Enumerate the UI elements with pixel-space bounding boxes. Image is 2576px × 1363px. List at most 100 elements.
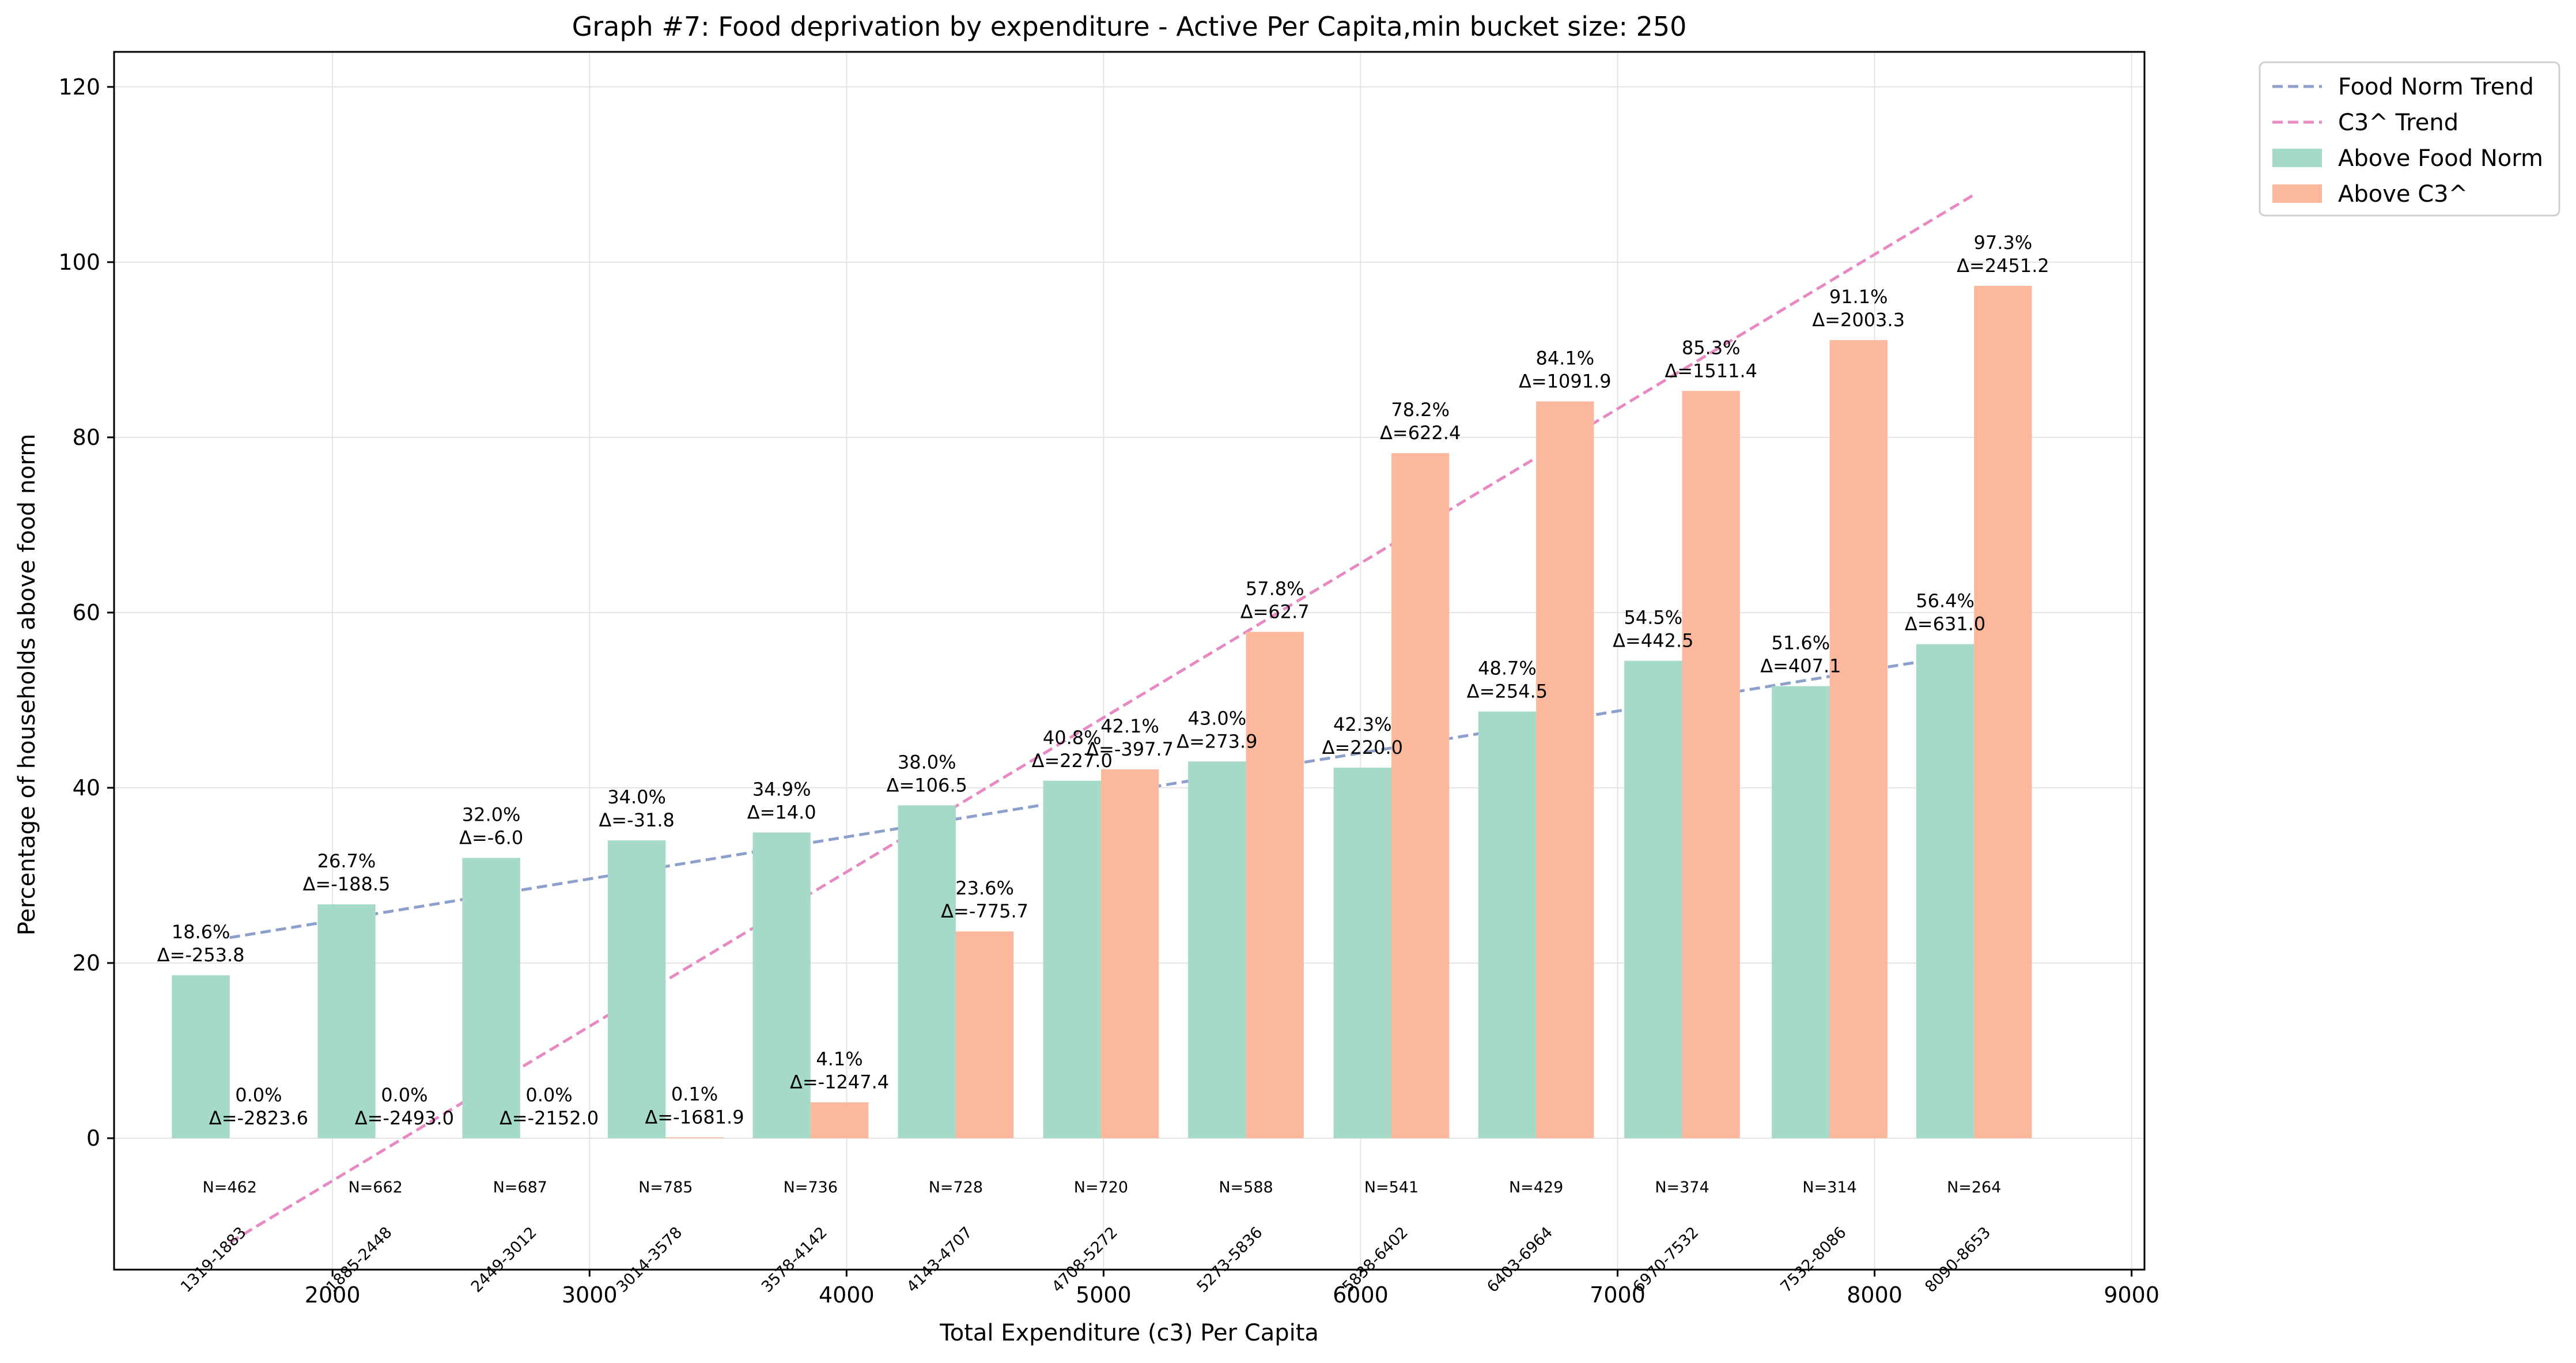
c3-percent-label: 91.1% bbox=[1829, 286, 1888, 308]
food-delta-label: Δ=106.5 bbox=[887, 774, 967, 796]
bucket-range-label: 1319-1883 bbox=[177, 1224, 250, 1296]
food-percent-label: 54.5% bbox=[1624, 607, 1682, 629]
bucket-count-label: N=264 bbox=[1947, 1179, 2001, 1196]
c3-delta-label: Δ=-2152.0 bbox=[500, 1107, 599, 1129]
x-tick-label: 2000 bbox=[305, 1282, 361, 1308]
c3-percent-label: 78.2% bbox=[1391, 399, 1450, 421]
food-percent-label: 34.0% bbox=[607, 786, 666, 808]
c3-delta-label: Δ=-1681.9 bbox=[645, 1106, 744, 1128]
x-tick-label: 6000 bbox=[1333, 1282, 1389, 1308]
food-percent-label: 40.8% bbox=[1043, 727, 1102, 749]
bar-above-c3 bbox=[955, 931, 1014, 1138]
food-delta-label: Δ=-31.8 bbox=[599, 809, 675, 831]
plot-frame bbox=[113, 51, 2146, 1271]
food-delta-label: Δ=407.1 bbox=[1760, 655, 1841, 677]
bucket-count-label: N=785 bbox=[638, 1179, 693, 1196]
legend-patch-swatch bbox=[2272, 184, 2322, 203]
bucket-range-label: 8090-8653 bbox=[1921, 1224, 1994, 1296]
c3-delta-label: Δ=1091.9 bbox=[1519, 371, 1612, 392]
bucket-count-label: N=541 bbox=[1364, 1179, 1418, 1196]
food-percent-label: 51.6% bbox=[1772, 632, 1830, 654]
y-tick-label: 120 bbox=[58, 74, 100, 100]
x-tick-label: 9000 bbox=[2104, 1282, 2159, 1308]
bucket-count-label: N=588 bbox=[1219, 1179, 1273, 1196]
food-percent-label: 32.0% bbox=[462, 804, 521, 826]
food-delta-label: Δ=227.0 bbox=[1032, 750, 1113, 772]
bar-above-c3 bbox=[1536, 401, 1594, 1138]
bucket-count-label: N=728 bbox=[929, 1179, 983, 1196]
y-tick-label: 40 bbox=[73, 775, 100, 801]
food-percent-label: 18.6% bbox=[172, 921, 230, 943]
bar-above-c3 bbox=[1682, 391, 1740, 1138]
bar-above-food-norm bbox=[462, 858, 520, 1138]
bar-above-food-norm bbox=[172, 975, 230, 1138]
bucket-range-label: 2449-3012 bbox=[468, 1224, 540, 1296]
bar-above-food-norm bbox=[1772, 686, 1830, 1138]
legend-label: Above Food Norm bbox=[2338, 145, 2543, 172]
c3-percent-label: 23.6% bbox=[955, 877, 1014, 899]
bucket-count-label: N=374 bbox=[1655, 1179, 1709, 1196]
y-tick-label: 80 bbox=[73, 425, 100, 450]
bars bbox=[172, 285, 2032, 1138]
food-percent-label: 26.7% bbox=[317, 850, 376, 872]
food-delta-label: Δ=14.0 bbox=[747, 801, 816, 823]
c3-delta-label: Δ=-2823.6 bbox=[209, 1107, 308, 1129]
food-percent-label: 48.7% bbox=[1478, 658, 1537, 679]
bucket-count-label: N=314 bbox=[1802, 1179, 1856, 1196]
c3-delta-label: Δ=1511.4 bbox=[1665, 360, 1757, 382]
c3-delta-label: Δ=2451.2 bbox=[1957, 255, 2049, 277]
trend-lines bbox=[229, 193, 1975, 1244]
c3-delta-label: Δ=-397.7 bbox=[1086, 738, 1174, 760]
food-percent-label: 38.0% bbox=[898, 751, 956, 773]
bar-above-food-norm bbox=[1188, 761, 1246, 1138]
bar-above-food-norm bbox=[752, 832, 811, 1138]
c3-percent-label: 84.1% bbox=[1535, 348, 1594, 369]
x-tick-label: 4000 bbox=[819, 1282, 875, 1308]
x-axis-label: Total Expenditure (c3) Per Capita bbox=[939, 1320, 1319, 1346]
c3-percent-label: 0.0% bbox=[525, 1084, 572, 1106]
c3-percent-label: 85.3% bbox=[1682, 337, 1741, 358]
bar-above-food-norm bbox=[1043, 780, 1101, 1138]
c3-delta-label: Δ=-1247.4 bbox=[790, 1071, 889, 1093]
c3-delta-label: Δ=-2493.0 bbox=[355, 1107, 454, 1129]
food-delta-label: Δ=-188.5 bbox=[303, 873, 391, 895]
y-tick-label: 100 bbox=[58, 250, 100, 275]
legend-label: Food Norm Trend bbox=[2338, 74, 2534, 100]
food-delta-label: Δ=254.5 bbox=[1467, 681, 1548, 703]
bucket-range-label: 7532-8086 bbox=[1777, 1224, 1850, 1296]
c3-percent-label: 0.1% bbox=[671, 1083, 718, 1105]
bar-above-food-norm bbox=[1333, 767, 1391, 1138]
legend: Food Norm Trend C3^ Trend Above Food Norm A… bbox=[2259, 61, 2560, 217]
bar-above-c3 bbox=[1100, 769, 1159, 1138]
food-delta-label: Δ=273.9 bbox=[1177, 730, 1257, 752]
c3-percent-label: 57.8% bbox=[1246, 577, 1304, 599]
food-delta-label: Δ=-6.0 bbox=[459, 827, 523, 849]
c3-percent-label: 0.0% bbox=[235, 1084, 282, 1106]
bar-above-c3 bbox=[1974, 285, 2032, 1138]
bar-above-c3 bbox=[1391, 453, 1450, 1138]
x-tick-label: 7000 bbox=[1590, 1282, 1646, 1308]
bucket-count-label: N=662 bbox=[348, 1179, 402, 1196]
bucket-count-label: N=462 bbox=[203, 1179, 257, 1196]
bar-above-food-norm bbox=[898, 805, 956, 1138]
x-tick-label: 3000 bbox=[562, 1282, 618, 1308]
c3-delta-label: Δ=-775.7 bbox=[941, 900, 1028, 922]
food-delta-label: Δ=-253.8 bbox=[157, 944, 245, 966]
c3-percent-label: 97.3% bbox=[1974, 232, 2033, 254]
x-tick-label: 5000 bbox=[1076, 1282, 1132, 1308]
food-percent-label: 34.9% bbox=[752, 778, 811, 800]
y-tick-label: 0 bbox=[86, 1126, 100, 1151]
bucket-range-label: 4143-4707 bbox=[903, 1224, 976, 1296]
bar-above-food-norm bbox=[1478, 711, 1537, 1138]
food-percent-label: 56.4% bbox=[1916, 590, 1974, 612]
c3-percent-label: 42.1% bbox=[1100, 715, 1159, 737]
bar-above-food-norm bbox=[1916, 644, 1974, 1138]
y-axis-label: Percentage of households above food norm bbox=[14, 434, 40, 936]
c3-percent-label: 0.0% bbox=[381, 1084, 428, 1106]
bar-above-c3 bbox=[1829, 340, 1887, 1138]
bucket-range-label: 5273-5836 bbox=[1194, 1224, 1266, 1296]
bucket-range-label: 6403-6964 bbox=[1484, 1224, 1556, 1296]
bar-above-food-norm bbox=[607, 840, 666, 1138]
c3-delta-label: Δ=2003.3 bbox=[1812, 309, 1905, 331]
